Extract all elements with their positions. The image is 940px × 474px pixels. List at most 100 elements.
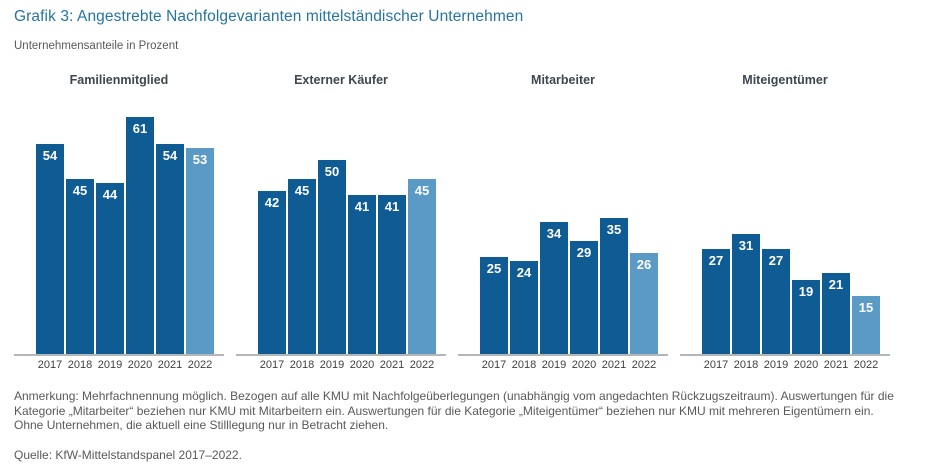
bar: 54 [36,144,64,354]
x-tick-label: 2020 [349,359,375,371]
bars-area: 54 45 44 61 54 53 [14,91,224,356]
chart-subtitle: Unternehmensanteile in Prozent [14,40,179,52]
bar-column: 45 [66,179,94,354]
bar: 61 [126,117,154,354]
bar-column: 54 [156,144,184,354]
bar: 26 [630,253,658,354]
bar: 15 [852,296,880,354]
x-axis-labels: 2017 2018 2019 2020 2021 2022 [680,359,890,371]
bar: 31 [732,234,760,354]
x-tick-label: 2021 [601,359,627,371]
x-tick-label: 2018 [733,359,759,371]
bar-value-label: 41 [354,199,370,214]
x-tick-label: 2020 [127,359,153,371]
x-tick-label: 2019 [97,359,123,371]
bar-column: 41 [348,195,376,354]
bar: 27 [762,249,790,354]
bar-value-label: 50 [324,164,340,179]
x-tick-label: 2021 [379,359,405,371]
x-tick-label: 2022 [853,359,879,371]
bar-value-label: 61 [132,121,148,136]
chart-group: Mitarbeiter 25 24 34 29 35 26 2017 2018 2019 2020 2… [458,73,668,371]
source-line: Quelle: KfW-Mittelstandspanel 2017–2022. [14,447,242,462]
bar-column: 19 [792,280,820,354]
bar-value-label: 54 [162,148,178,163]
x-tick-label: 2018 [511,359,537,371]
bar: 45 [66,179,94,354]
x-tick-label: 2022 [631,359,657,371]
bar-column: 31 [732,234,760,354]
bar: 42 [258,191,286,354]
x-axis-labels: 2017 2018 2019 2020 2021 2022 [14,359,224,371]
chart-title: Grafik 3: Angestrebte Nachfolgevarianten… [14,8,524,25]
bar-column: 29 [570,241,598,354]
bar: 44 [96,183,124,354]
bar-column: 24 [510,261,538,354]
bar-value-label: 34 [546,226,562,241]
bar-column: 27 [762,249,790,354]
bar-value-label: 29 [576,245,592,260]
bar: 50 [318,160,346,354]
bar-value-label: 41 [384,199,400,214]
bar: 25 [480,257,508,354]
x-tick-label: 2017 [703,359,729,371]
bar-value-label: 45 [294,183,310,198]
bar-column: 15 [852,296,880,354]
bar: 53 [186,148,214,354]
group-title: Miteigentümer [742,73,828,87]
bar: 45 [408,179,436,354]
bars-area: 42 45 50 41 41 45 [236,91,446,356]
footnote-line: Kategorie „Mitarbeiter“ beziehen nur KMU… [14,403,874,418]
x-tick-label: 2022 [409,359,435,371]
x-tick-label: 2020 [793,359,819,371]
bar-column: 41 [378,195,406,354]
bar-value-label: 53 [192,152,208,167]
x-tick-label: 2021 [157,359,183,371]
bars-area: 27 31 27 19 21 15 [680,91,890,356]
bar: 29 [570,241,598,354]
chart-group: Miteigentümer 27 31 27 19 21 15 2017 2018 2019 202… [680,73,890,371]
bar-value-label: 24 [516,265,532,280]
bar-value-label: 27 [708,253,724,268]
x-tick-label: 2018 [67,359,93,371]
x-tick-label: 2019 [319,359,345,371]
bar: 45 [288,179,316,354]
group-title: Externer Käufer [294,73,388,87]
bar-column: 42 [258,191,286,354]
bar-value-label: 42 [264,195,280,210]
x-tick-label: 2020 [571,359,597,371]
bar: 35 [600,218,628,354]
bar-column: 35 [600,218,628,354]
bar-value-label: 21 [828,277,844,292]
bar-column: 27 [702,249,730,354]
bar: 54 [156,144,184,354]
bar: 41 [378,195,406,354]
bar-value-label: 45 [72,183,88,198]
x-tick-label: 2017 [481,359,507,371]
bar: 21 [822,273,850,354]
bar-value-label: 45 [414,183,430,198]
bar-value-label: 31 [738,238,754,253]
bar-column: 45 [408,179,436,354]
footnote: Anmerkung: Mehrfachnennung möglich. Bezo… [14,389,930,433]
bar-column: 44 [96,183,124,354]
bar-value-label: 54 [42,148,58,163]
bar: 19 [792,280,820,354]
grouped-bar-chart: Familienmitglied 54 45 44 61 54 53 2017 2018 2019… [14,73,930,371]
bar: 34 [540,222,568,354]
group-title: Mitarbeiter [531,73,595,87]
bar-column: 21 [822,273,850,354]
bar-value-label: 25 [486,261,502,276]
bar: 41 [348,195,376,354]
group-title: Familienmitglied [69,73,169,87]
bar-column: 26 [630,253,658,354]
x-tick-label: 2018 [289,359,315,371]
x-tick-label: 2019 [763,359,789,371]
chart-group: Familienmitglied 54 45 44 61 54 53 2017 2018 2019… [14,73,224,371]
bar-column: 25 [480,257,508,354]
bar-column: 34 [540,222,568,354]
bar-value-label: 44 [102,187,118,202]
bar-column: 53 [186,148,214,354]
bar-value-label: 27 [768,253,784,268]
